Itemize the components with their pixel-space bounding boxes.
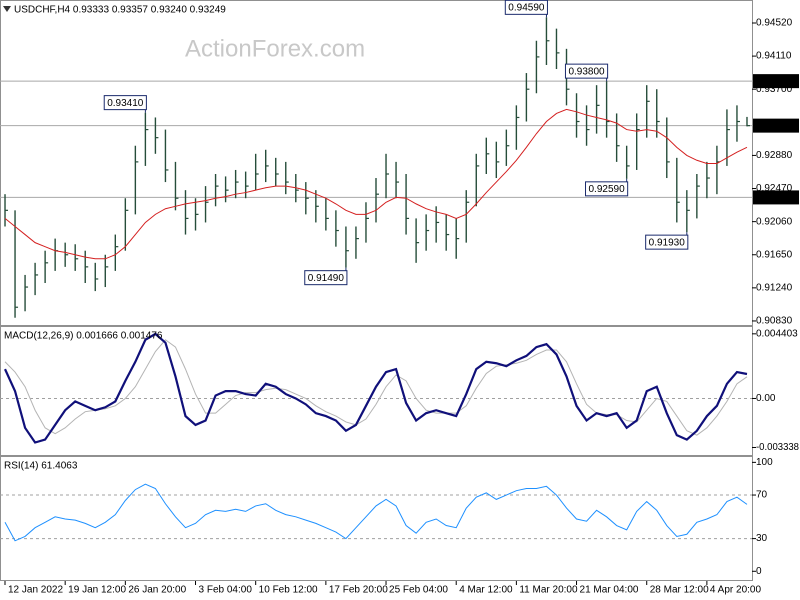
price-annotation-box: [585, 181, 629, 197]
price-annotation: 0.94590: [508, 2, 545, 13]
y-tick-label: 0.92470: [756, 183, 793, 194]
price-annotation: 0.93800: [568, 66, 605, 77]
x-tick-label: 12 Jan 2022: [8, 585, 63, 596]
y-tick-label: 0: [756, 566, 762, 577]
price-title: USDCHF,H4 0.93333 0.93357 0.93240 0.9324…: [14, 5, 226, 16]
rsi-line: [4, 483, 748, 542]
level-label: 0.92360: [756, 193, 793, 204]
y-tick-label: 0.91240: [756, 282, 793, 293]
y-tick-label: 70: [756, 490, 768, 501]
panel-frame: [0, 326, 753, 456]
y-tick-label: 0.92880: [756, 150, 793, 161]
price-annotation-box: [645, 234, 689, 250]
level-label-box: [753, 74, 799, 89]
x-tick-label: 28 Mar 12:00: [650, 585, 709, 596]
price-annotation-box: [304, 270, 348, 286]
macd-title: MACD(12,26,9) 0.001666 0.001476: [4, 331, 163, 342]
x-tick-label: 17 Feb 20:00: [329, 585, 388, 596]
level-label: 0.93800: [756, 76, 793, 87]
x-tick-label: 21 Mar 04:00: [580, 585, 639, 596]
price-annotation: 0.93410: [107, 98, 144, 109]
y-tick-label: 0.92060: [756, 216, 793, 227]
x-tick-label: 25 Feb 04:00: [389, 585, 448, 596]
level-label-box: [753, 190, 799, 205]
panel-frame: [0, 456, 753, 581]
level-label: 0.93249: [756, 121, 793, 132]
x-tick-label: 3 Feb 04:00: [199, 585, 253, 596]
price-annotation-box: [103, 95, 147, 111]
y-tick-label: 0.93700: [756, 84, 793, 95]
price-annotation: 0.91490: [308, 273, 345, 284]
rsi-title: RSI(14) 61.4063: [4, 461, 78, 472]
y-tick-label: 0.90830: [756, 316, 793, 327]
moving-average: [4, 108, 748, 260]
y-tick-label: 100: [756, 457, 773, 468]
x-tick-label: 10 Feb 12:00: [259, 585, 318, 596]
price-annotation: 0.92590: [589, 184, 626, 195]
y-tick-label: 0.94520: [756, 18, 793, 29]
macd-signal: [4, 339, 748, 436]
x-tick-label: 19 Jan 12:00: [68, 585, 126, 596]
symbol-icon: [3, 6, 11, 12]
y-tick-label: 0.004403: [756, 328, 798, 339]
x-tick-label: 4 Apr 20:00: [710, 585, 762, 596]
y-tick-label: 30: [756, 533, 768, 544]
price-annotation-box: [504, 0, 548, 15]
y-tick-label: 0.00: [756, 393, 776, 404]
x-tick-label: 4 Mar 12:00: [459, 585, 513, 596]
x-tick-label: 11 Mar 20:00: [519, 585, 578, 596]
price-annotation-box: [564, 63, 609, 79]
watermark: ActionForex.com: [185, 35, 365, 62]
panel-frame: [0, 0, 753, 326]
macd-line: [4, 332, 748, 444]
y-tick-label: -0.003338: [756, 442, 799, 453]
x-tick-label: 26 Jan 20:00: [128, 585, 186, 596]
y-tick-label: 0.94110: [756, 51, 792, 62]
price-annotation: 0.91930: [649, 237, 686, 248]
y-tick-label: 0.91650: [756, 249, 793, 260]
level-label-box: [753, 118, 799, 133]
